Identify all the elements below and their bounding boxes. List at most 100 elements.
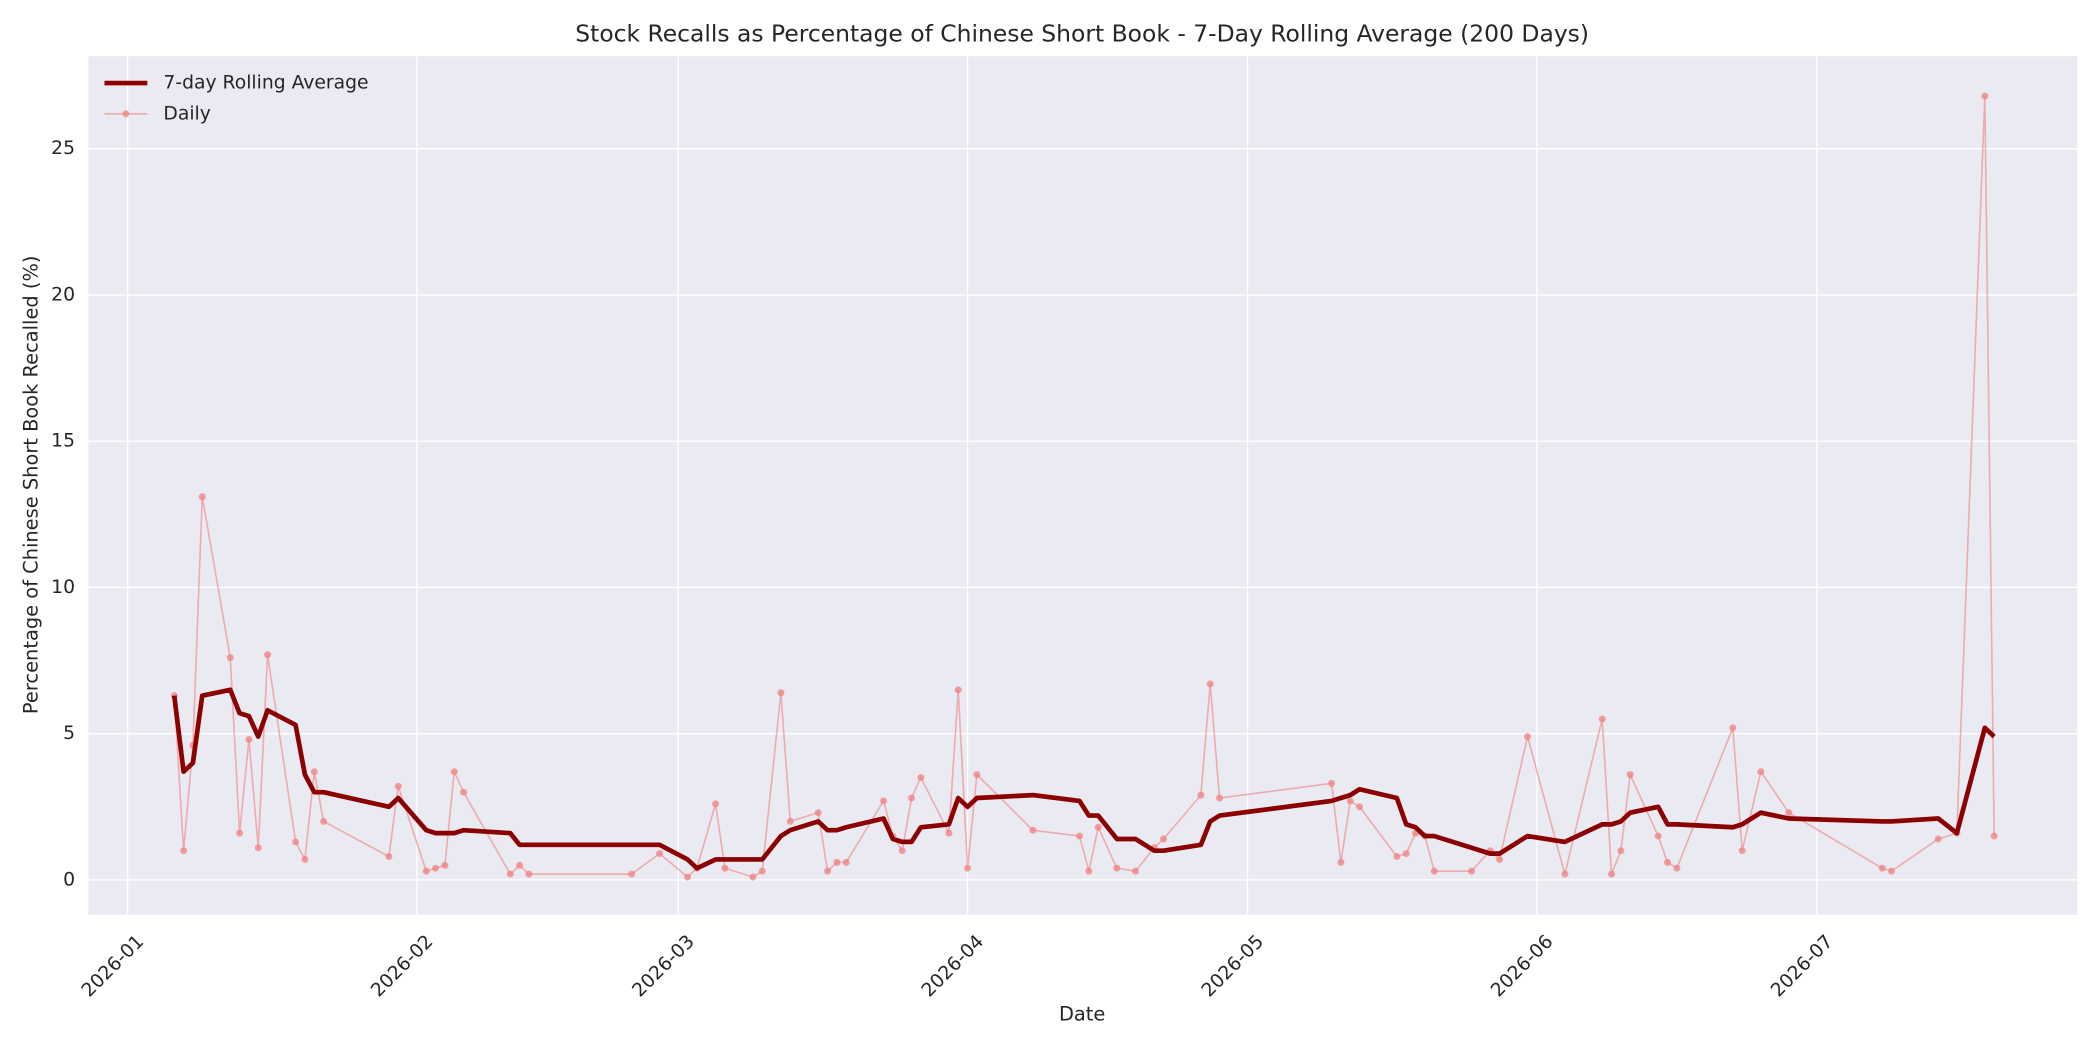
data-point: [292, 838, 300, 846]
data-point: [1076, 832, 1084, 840]
data-point: [749, 873, 757, 881]
x-tick-label: 2026-03: [629, 931, 699, 1001]
data-point: [945, 829, 953, 837]
y-tick-label: 0: [63, 869, 75, 890]
data-point: [1654, 832, 1662, 840]
data-point: [842, 858, 850, 866]
data-point: [432, 864, 440, 872]
chart-title: Stock Recalls as Percentage of Chinese S…: [575, 19, 1589, 47]
data-point: [1729, 724, 1737, 732]
data-point: [1346, 797, 1354, 805]
x-tick-label: 2026-07: [1767, 931, 1837, 1001]
data-point: [1496, 855, 1504, 863]
data-point: [460, 788, 468, 796]
data-point: [1561, 870, 1569, 878]
data-point: [1617, 847, 1625, 855]
y-tick-label: 20: [51, 284, 75, 305]
data-point: [1430, 867, 1438, 875]
data-point: [422, 867, 430, 875]
x-tick-label: 2026-04: [918, 931, 988, 1001]
data-point: [758, 867, 766, 875]
data-point: [1757, 768, 1765, 776]
plot-area: [88, 56, 2078, 915]
data-point: [180, 847, 188, 855]
data-point: [1206, 680, 1214, 688]
data-point: [1094, 823, 1102, 831]
data-point: [1356, 803, 1364, 811]
data-point: [964, 864, 972, 872]
data-point: [628, 870, 636, 878]
data-point: [236, 829, 244, 837]
data-point: [1197, 791, 1205, 799]
x-axis-label: Date: [1059, 1003, 1105, 1026]
data-point: [516, 861, 524, 869]
data-point: [684, 873, 692, 881]
data-point: [1990, 832, 1998, 840]
data-point: [320, 817, 328, 825]
data-point: [908, 794, 916, 802]
data-point: [1524, 733, 1532, 741]
data-point: [301, 855, 309, 863]
data-point: [824, 867, 832, 875]
data-point: [1598, 715, 1606, 723]
data-point: [385, 853, 393, 861]
series-line: [173, 95, 1995, 878]
data-point: [833, 858, 841, 866]
legend-label: 7-day Rolling Average: [163, 73, 368, 94]
data-point: [1664, 858, 1672, 866]
data-point: [1626, 771, 1634, 779]
data-point: [898, 847, 906, 855]
data-point: [394, 782, 402, 790]
data-point: [1402, 850, 1410, 858]
data-point: [954, 686, 962, 694]
y-axis-label: Percentage of Chinese Short Book Recalle…: [20, 256, 43, 715]
data-point: [1981, 92, 1989, 100]
data-point: [264, 651, 272, 659]
data-point: [1029, 826, 1037, 834]
data-point: [1785, 809, 1793, 817]
data-point: [721, 864, 729, 872]
data-point: [786, 817, 794, 825]
data-point: [880, 797, 888, 805]
y-tick-label: 15: [51, 431, 75, 452]
y-tick-label: 10: [51, 577, 75, 598]
data-point: [441, 861, 449, 869]
legend-label: Daily: [163, 103, 210, 124]
x-tick-label: 2026-01: [78, 931, 148, 1001]
data-point: [1337, 858, 1345, 866]
data-point: [198, 493, 206, 501]
data-point: [226, 654, 234, 662]
data-point: [1738, 847, 1746, 855]
data-point: [245, 736, 253, 744]
data-point: [1216, 794, 1224, 802]
data-point: [814, 809, 822, 817]
series-line: [171, 687, 1996, 871]
data-point: [254, 844, 262, 852]
data-point: [1113, 864, 1121, 872]
data-point: [310, 768, 318, 776]
x-tick-label: 2026-02: [367, 931, 437, 1001]
data-point: [1878, 864, 1886, 872]
data-point: [1934, 835, 1942, 843]
data-point: [973, 771, 981, 779]
data-point: [1608, 870, 1616, 878]
x-tick-label: 2026-05: [1198, 931, 1268, 1001]
data-point: [1132, 867, 1140, 875]
x-tick-label: 2026-06: [1487, 931, 1557, 1001]
data-point: [1888, 867, 1895, 875]
data-point: [1160, 835, 1168, 843]
data-point: [506, 870, 514, 878]
y-tick-label: 5: [63, 723, 75, 744]
data-point: [1085, 867, 1093, 875]
data-point: [525, 870, 533, 878]
data-point: [917, 774, 925, 782]
data-point: [777, 689, 785, 697]
data-point: [1468, 867, 1476, 875]
data-point: [1393, 853, 1401, 861]
data-point: [450, 768, 458, 776]
data-point: [1328, 779, 1336, 787]
data-point: [656, 850, 664, 858]
y-tick-label: 25: [51, 138, 75, 159]
